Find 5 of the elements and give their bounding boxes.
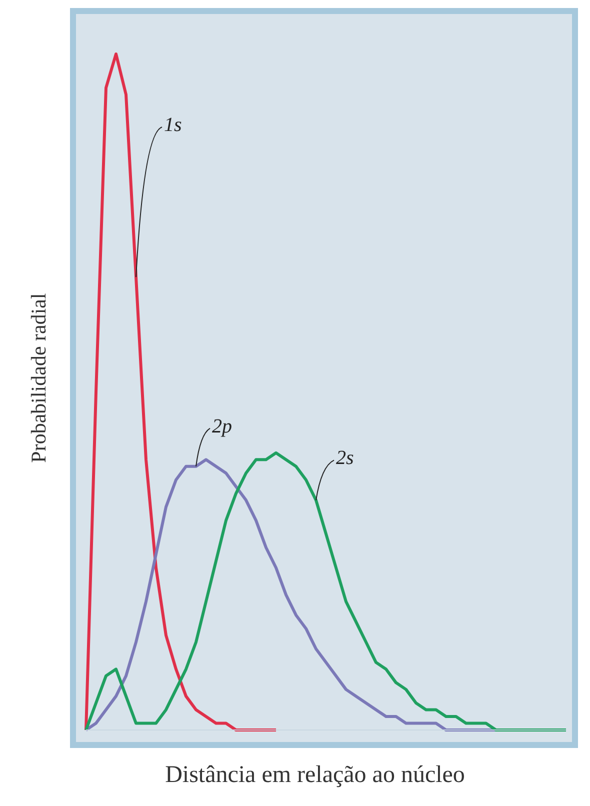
series-label: 1s [164, 114, 182, 136]
series-label: 2p [212, 415, 232, 438]
series-label: 2s [336, 447, 354, 470]
y-axis-title: Probabilidade radial [26, 293, 52, 463]
x-axis-title: Distância em relação ao núcleo [164, 762, 466, 789]
